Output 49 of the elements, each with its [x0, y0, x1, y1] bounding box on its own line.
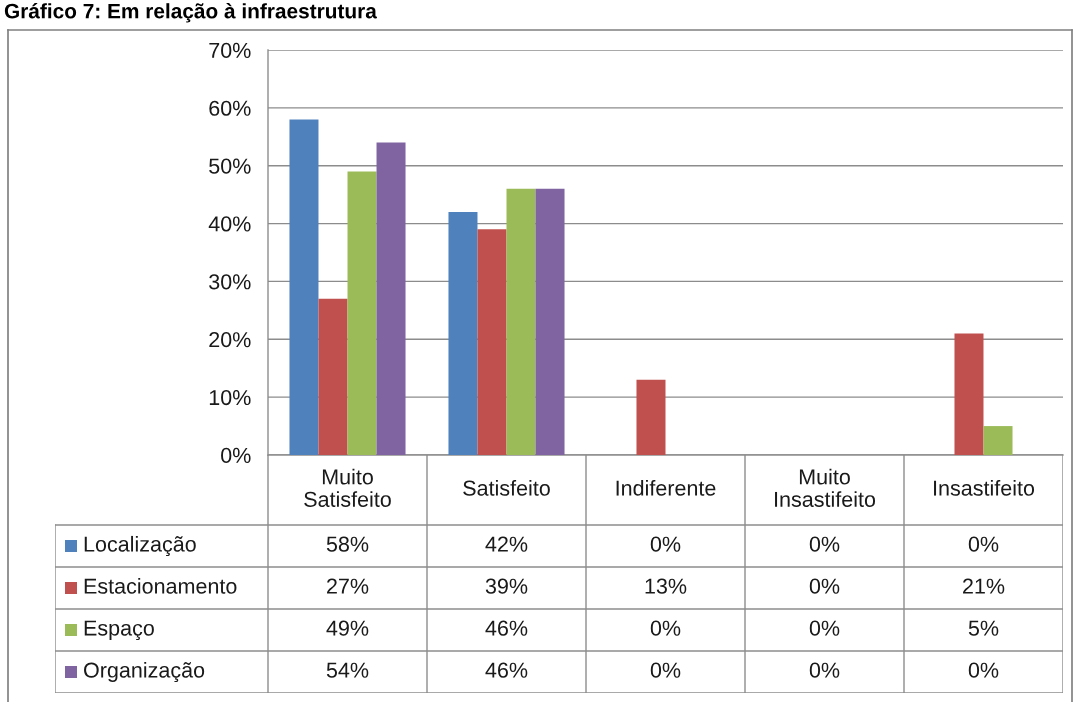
y-tick-label: 50%	[209, 158, 251, 174]
data-label: 13%	[645, 578, 687, 594]
data-label: 0%	[650, 662, 681, 678]
data-label: 46%	[485, 662, 528, 678]
data-label: 0%	[968, 536, 999, 552]
x-tick-label: Indiferente	[616, 479, 716, 496]
data-label: 27%	[327, 578, 369, 594]
bar	[506, 188, 536, 455]
data-label: 0%	[809, 662, 840, 678]
data-label: 54%	[326, 662, 369, 678]
x-tick-label: Satisfeito	[463, 479, 550, 496]
data-label: 0%	[650, 620, 681, 636]
data-label: 0%	[968, 662, 999, 678]
data-label: 0%	[650, 536, 681, 552]
y-tick-label: 30%	[209, 274, 251, 290]
legend-label: Organização	[84, 661, 205, 683]
y-tick-label: 0%	[221, 447, 251, 464]
data-label: 46%	[485, 620, 528, 636]
bar	[289, 119, 319, 455]
y-tick-label: 20%	[209, 332, 251, 348]
bar	[954, 333, 984, 455]
x-tick-label: Muito Insastifeito	[775, 468, 876, 507]
bar	[535, 188, 565, 455]
y-tick-label: 70%	[209, 42, 251, 59]
y-tick-label: 60%	[209, 100, 251, 116]
bar	[318, 298, 348, 455]
bar	[376, 142, 406, 455]
legend-label: Espaço	[84, 620, 154, 641]
chart-title: Gráfico 7: Em relação à infraestrutura	[4, 3, 377, 23]
data-label: 0%	[809, 536, 840, 552]
x-tick-label: Insastifeito	[934, 479, 1035, 496]
data-label: 5%	[968, 620, 999, 636]
bar	[983, 426, 1013, 455]
legend-label: Localização	[84, 535, 196, 557]
legend-label: Estacionamento	[84, 577, 237, 594]
bar	[636, 379, 666, 455]
data-label: 58%	[326, 536, 369, 552]
y-tick-label: 10%	[209, 389, 251, 406]
x-tick-label: Muito Satisfeito	[304, 468, 391, 507]
data-label: 21%	[963, 578, 1005, 594]
data-label: 39%	[485, 578, 528, 594]
data-label: 42%	[485, 536, 528, 552]
y-tick-label: 40%	[208, 216, 251, 232]
bar	[448, 212, 478, 455]
data-label: 0%	[809, 578, 840, 594]
bar	[477, 229, 507, 455]
data-label: 49%	[326, 620, 369, 636]
data-label: 0%	[809, 620, 840, 636]
bar	[347, 171, 377, 455]
